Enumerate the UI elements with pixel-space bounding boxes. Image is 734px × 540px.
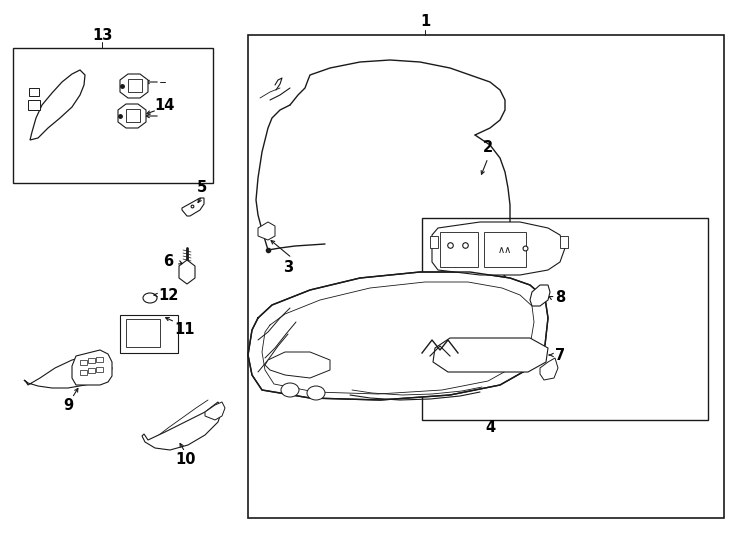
Text: 14: 14 (155, 98, 175, 112)
Bar (440, 232, 478, 267)
Polygon shape (530, 285, 550, 306)
Bar (128, 79, 142, 92)
Bar (80, 370, 87, 375)
Bar (430, 236, 438, 248)
Text: 5: 5 (197, 180, 207, 195)
Bar (13, 48, 213, 183)
Text: 3: 3 (283, 260, 293, 275)
Polygon shape (179, 260, 195, 284)
Bar (88, 368, 95, 373)
Text: 2: 2 (483, 140, 493, 156)
Bar (96, 357, 103, 362)
Polygon shape (72, 350, 112, 385)
Bar (29, 88, 39, 96)
Ellipse shape (281, 383, 299, 397)
Text: 10: 10 (175, 453, 196, 468)
Text: 11: 11 (175, 322, 195, 338)
Polygon shape (248, 272, 548, 400)
Polygon shape (118, 104, 146, 128)
Polygon shape (540, 358, 558, 380)
Polygon shape (258, 222, 275, 240)
Polygon shape (432, 222, 565, 275)
Bar (126, 319, 160, 347)
Polygon shape (30, 70, 85, 140)
Polygon shape (433, 338, 548, 372)
Polygon shape (120, 74, 148, 98)
Bar (88, 358, 95, 363)
Text: 13: 13 (92, 28, 112, 43)
Polygon shape (182, 198, 204, 216)
Ellipse shape (143, 293, 157, 303)
Text: 9: 9 (63, 399, 73, 414)
Text: 12: 12 (158, 287, 178, 302)
Text: 7: 7 (555, 348, 565, 362)
Polygon shape (24, 356, 112, 388)
Ellipse shape (307, 386, 325, 400)
Bar (560, 236, 568, 248)
Polygon shape (142, 402, 222, 450)
Text: ∧∧: ∧∧ (498, 245, 512, 255)
Polygon shape (265, 352, 330, 378)
Bar (80, 360, 87, 365)
Bar (248, 35, 724, 518)
Text: 1: 1 (420, 15, 430, 30)
Text: 4: 4 (485, 421, 495, 435)
Bar (126, 109, 140, 122)
Text: 8: 8 (555, 291, 565, 306)
Polygon shape (205, 402, 225, 420)
Bar (484, 232, 526, 267)
Bar (28, 100, 40, 110)
Bar (96, 367, 103, 372)
Text: 6: 6 (163, 254, 173, 269)
Bar (120, 315, 178, 353)
Bar (422, 218, 708, 420)
